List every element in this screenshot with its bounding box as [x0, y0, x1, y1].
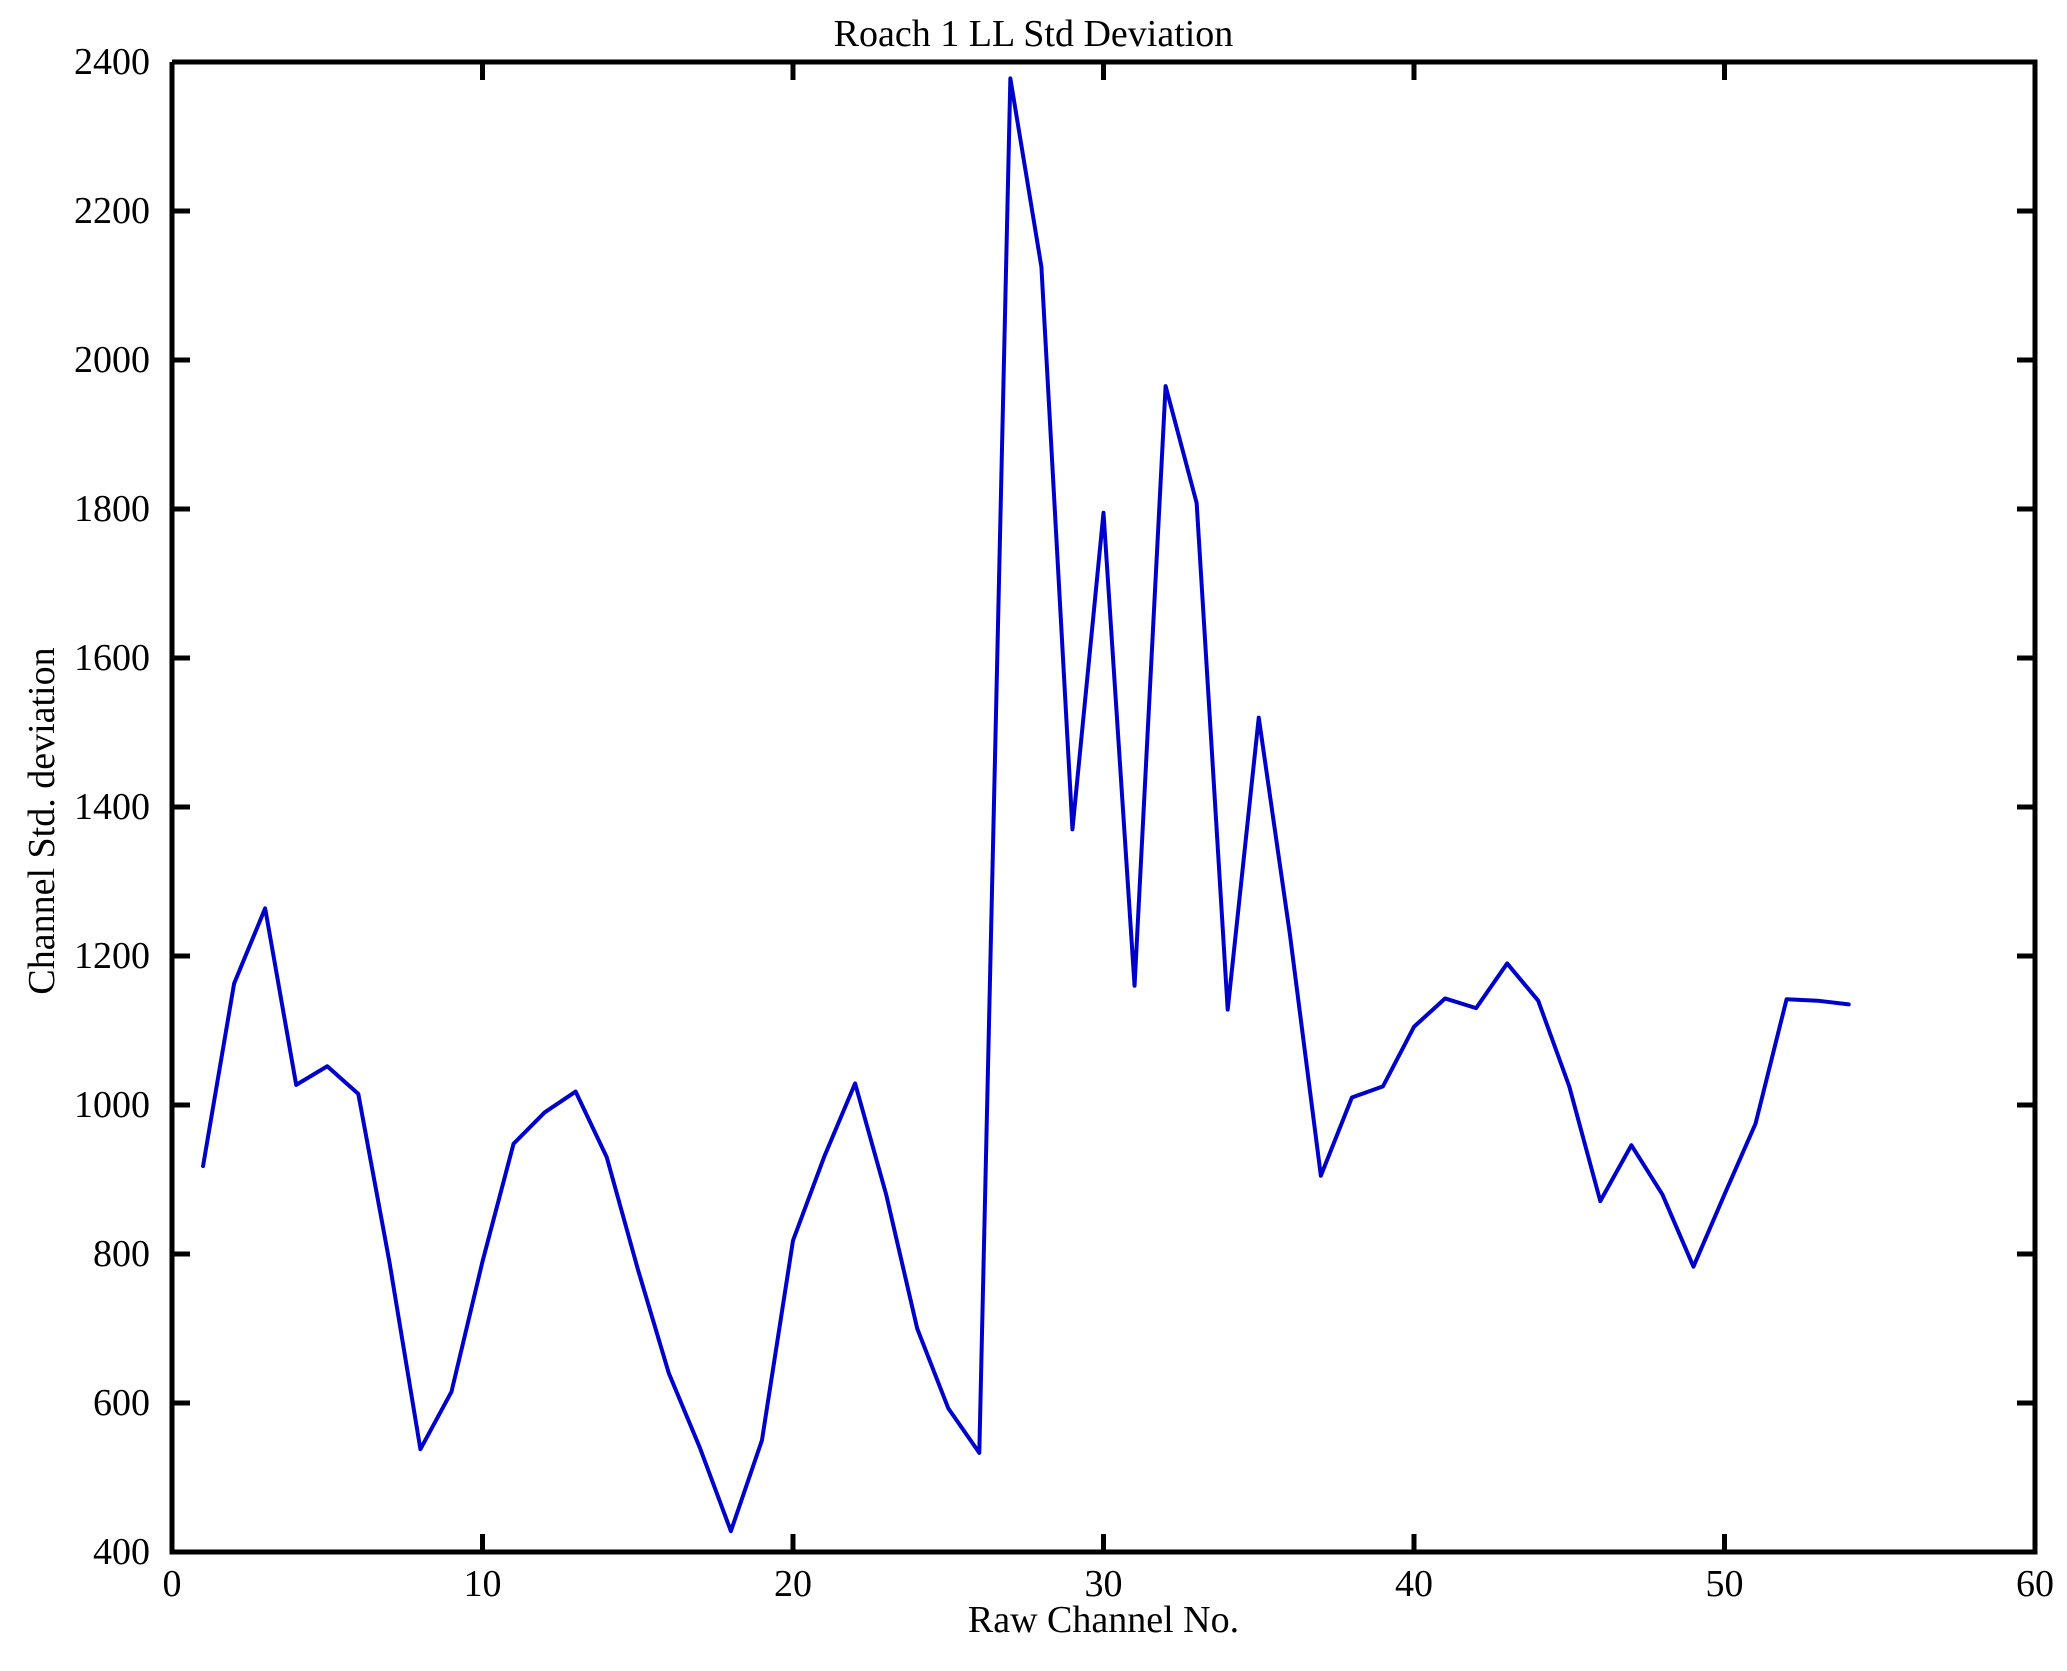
- x-tick-label: 60: [2016, 1563, 2054, 1605]
- y-tick-label: 800: [93, 1233, 150, 1275]
- x-tick-label: 30: [1084, 1563, 1123, 1605]
- axes-frame: [169, 59, 2038, 1555]
- y-tick-label: 1200: [74, 935, 150, 977]
- x-tick-label: 50: [1705, 1563, 1744, 1605]
- data-series-line: [201, 76, 1851, 1534]
- y-tick-label: 2000: [74, 339, 150, 381]
- y-tick-label: 2400: [74, 41, 150, 83]
- y-tick-label: 1400: [74, 786, 150, 828]
- x-tick-label: 10: [463, 1563, 502, 1605]
- axes-box: [169, 59, 2038, 1555]
- x-tick-label: 40: [1395, 1563, 1433, 1605]
- y-tick-label: 400: [93, 1531, 150, 1573]
- y-tick-label: 1800: [74, 488, 150, 530]
- y-tick-marks: [172, 59, 2035, 1555]
- y-tick-label: 1600: [74, 637, 150, 679]
- chart-title: Roach 1 LL Std Deviation: [833, 13, 1234, 55]
- x-tick-label: 0: [162, 1563, 182, 1605]
- x-tick-label: 20: [774, 1563, 812, 1605]
- y-tick-label: 600: [93, 1382, 150, 1424]
- x-tick-marks: [169, 62, 2038, 1552]
- x-axis-label: Raw Channel No.: [967, 1599, 1240, 1641]
- y-tick-label: 1000: [74, 1084, 150, 1126]
- y-tick-label: 2200: [74, 190, 150, 232]
